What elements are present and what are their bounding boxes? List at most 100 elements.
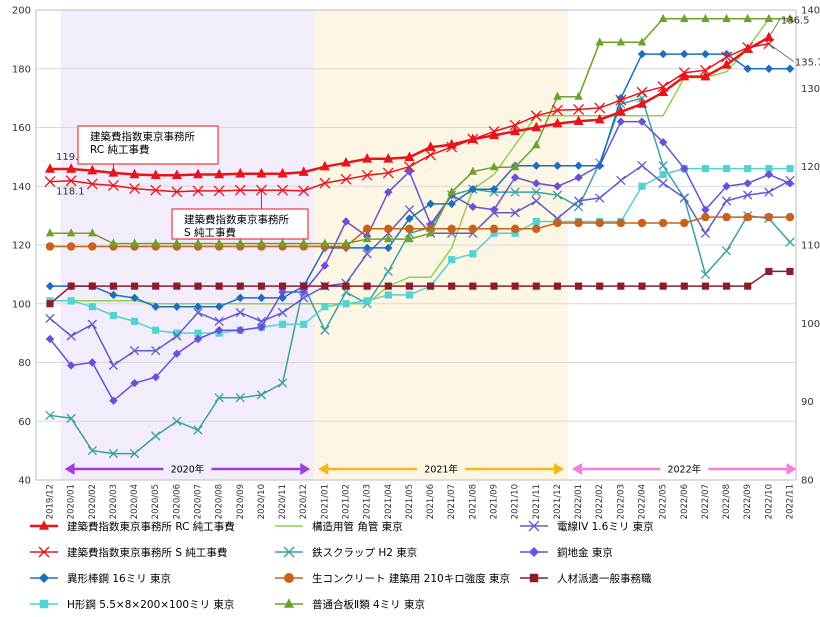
data-point — [701, 165, 709, 173]
data-point — [340, 173, 352, 185]
data-point — [257, 282, 265, 290]
data-point — [383, 266, 393, 277]
data-point — [405, 234, 414, 243]
x-tick-label: 2020/08 — [215, 484, 225, 519]
data-point — [193, 334, 203, 344]
data-point — [362, 249, 372, 259]
data-point — [87, 319, 97, 329]
data-point — [680, 49, 689, 59]
data-point — [553, 91, 562, 100]
data-point — [595, 161, 604, 170]
data-point — [552, 190, 563, 200]
x-tick-label: 2022/01 — [574, 484, 584, 519]
data-point — [721, 196, 732, 206]
data-point — [66, 361, 76, 370]
data-point — [509, 119, 521, 131]
data-point — [236, 325, 245, 335]
annotation-text: 136.5 — [781, 15, 810, 26]
data-point — [531, 187, 541, 197]
data-point — [45, 163, 55, 173]
series-lines — [44, 13, 795, 459]
data-point — [257, 293, 266, 303]
data-point — [88, 303, 96, 311]
data-point — [489, 162, 499, 171]
y-right-tick-label: 110 — [801, 241, 820, 252]
data-point — [638, 182, 646, 190]
data-point — [321, 282, 329, 290]
data-point — [298, 166, 309, 176]
data-point — [214, 325, 224, 335]
legend-marker — [39, 599, 49, 609]
data-point — [404, 205, 415, 215]
y-left-tick-label: 120 — [12, 241, 31, 252]
data-point — [130, 238, 139, 247]
x-tick-label: 2020/09 — [236, 484, 246, 519]
data-point — [299, 293, 309, 303]
x-tick-label: 2020/06 — [172, 484, 182, 519]
data-point — [637, 218, 647, 228]
data-point — [214, 316, 224, 327]
data-point — [764, 187, 774, 197]
data-point — [658, 49, 668, 59]
data-point — [405, 282, 413, 290]
x-tick-label: 2020/05 — [151, 484, 161, 519]
y-left-tick-label: 140 — [12, 182, 31, 193]
data-point — [489, 129, 499, 140]
data-point — [448, 256, 456, 264]
period-label: 2022年 — [667, 464, 701, 476]
series-9 — [45, 117, 795, 405]
data-point — [510, 224, 520, 234]
legend-item: 銅地金 東京 — [520, 546, 613, 559]
data-point — [573, 196, 584, 206]
data-point — [341, 156, 351, 167]
data-point — [214, 168, 225, 179]
x-tick-label: 2022/04 — [638, 484, 648, 519]
data-point — [405, 291, 413, 299]
data-point — [384, 243, 393, 253]
data-point — [193, 425, 203, 435]
data-point — [575, 282, 583, 290]
data-point — [279, 320, 287, 328]
legend-label: 人材派遣一般事務職 — [557, 572, 652, 585]
data-point — [531, 121, 542, 132]
x-tick-label: 2021/09 — [490, 484, 500, 519]
data-point — [234, 184, 246, 196]
data-point — [426, 228, 435, 237]
data-point — [108, 360, 119, 371]
data-point — [743, 190, 753, 200]
legend-item: 電線IV 1.6ミリ 東京 — [520, 520, 654, 533]
x-tick-label: 2021/07 — [447, 484, 457, 519]
data-point — [489, 205, 499, 214]
data-point — [468, 224, 478, 234]
data-point — [658, 86, 669, 96]
plot-area — [35, 9, 797, 481]
data-point — [447, 187, 456, 196]
data-point — [701, 212, 710, 222]
data-point — [594, 113, 605, 124]
data-point — [194, 329, 202, 337]
series-7 — [45, 13, 795, 247]
data-point — [172, 331, 182, 341]
data-point — [277, 307, 288, 318]
data-point — [129, 183, 141, 195]
x-tick-label: 2021/01 — [320, 484, 330, 519]
data-point — [574, 91, 583, 100]
legend-marker — [284, 573, 294, 583]
data-point — [637, 98, 647, 108]
data-point — [129, 168, 140, 179]
legend-marker — [529, 573, 539, 583]
callout-line: RC 純工事費 — [90, 143, 149, 156]
data-point — [66, 228, 76, 237]
series-line — [50, 18, 790, 245]
data-point — [108, 448, 119, 459]
data-point — [616, 117, 626, 126]
x-axis: 2019/12 2020/01 2020/02 2020/03 2020/04 2020/… — [46, 484, 796, 519]
data-point — [446, 138, 457, 149]
data-point — [490, 229, 498, 237]
callout-line: 建築費指数東京事務所 — [184, 213, 289, 226]
x-tick-label: 2022/02 — [595, 484, 605, 519]
data-point — [701, 13, 710, 22]
data-point — [700, 70, 711, 81]
y-left-tick-label: 100 — [12, 299, 31, 310]
